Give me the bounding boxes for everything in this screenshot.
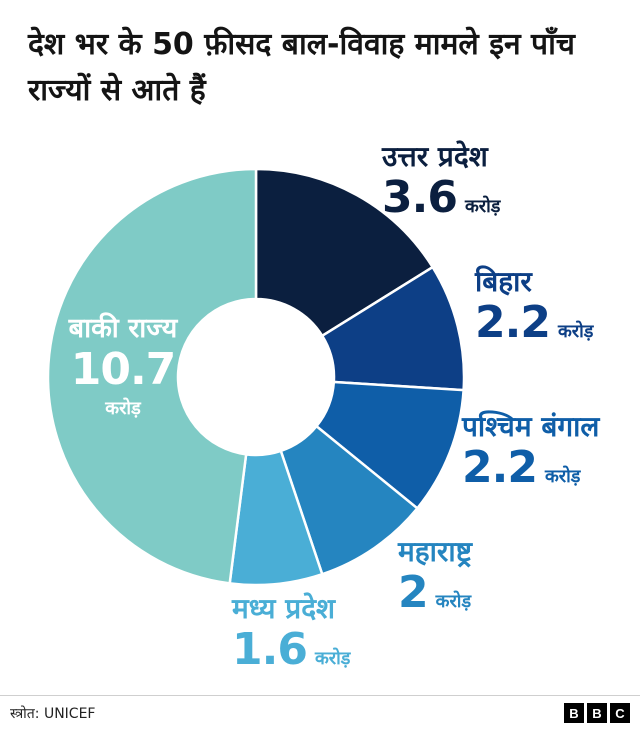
slice-label: बाकी राज्य	[68, 313, 178, 344]
label-other-states: बाकी राज्य 10.7 करोड़	[58, 312, 188, 420]
label-uttar-pradesh: उत्तर प्रदेश 3.6 करोड़	[382, 140, 500, 222]
label-bihar: बिहार 2.2 करोड़	[475, 265, 593, 347]
slice-value: 2.2	[475, 297, 551, 348]
slice-value: 2.2	[462, 442, 538, 493]
slice-unit: करोड़	[435, 591, 472, 612]
donut-chart	[46, 167, 466, 587]
slice-label: मध्य प्रदेश	[232, 592, 336, 625]
bbc-logo-letter: B	[564, 703, 584, 723]
slice-value: 1.6	[232, 624, 308, 675]
bbc-logo-letter: C	[610, 703, 630, 723]
label-madhya-pradesh: मध्य प्रदेश 1.6 करोड़	[232, 592, 350, 674]
bbc-logo: B B C	[564, 703, 630, 723]
slice-value: 10.7	[70, 344, 177, 395]
donut-slice-5	[46, 167, 258, 585]
bbc-logo-letter: B	[587, 703, 607, 723]
slice-label: महाराष्ट्र	[398, 535, 472, 568]
footer: स्त्रोत: UNICEF B B C	[0, 695, 640, 729]
slice-unit: करोड़	[464, 196, 501, 217]
slice-unit: करोड़	[314, 648, 351, 669]
slice-value: 2	[398, 567, 429, 618]
slice-label: बिहार	[475, 265, 532, 298]
slice-label: पश्चिम बंगाल	[462, 410, 600, 443]
label-west-bengal: पश्चिम बंगाल 2.2 करोड़	[462, 410, 599, 492]
chart-title: देश भर के 50 फ़ीसद बाल-विवाह मामले इन पा…	[28, 27, 575, 108]
slice-label: उत्तर प्रदेश	[382, 140, 488, 173]
slice-unit: करोड़	[105, 398, 141, 419]
slice-value: 3.6	[382, 172, 458, 223]
label-maharashtra: महाराष्ट्र 2 करोड़	[398, 535, 472, 617]
slice-unit: करोड़	[557, 321, 594, 342]
source-note: स्त्रोत: UNICEF	[10, 706, 96, 722]
slice-unit: करोड़	[544, 466, 581, 487]
